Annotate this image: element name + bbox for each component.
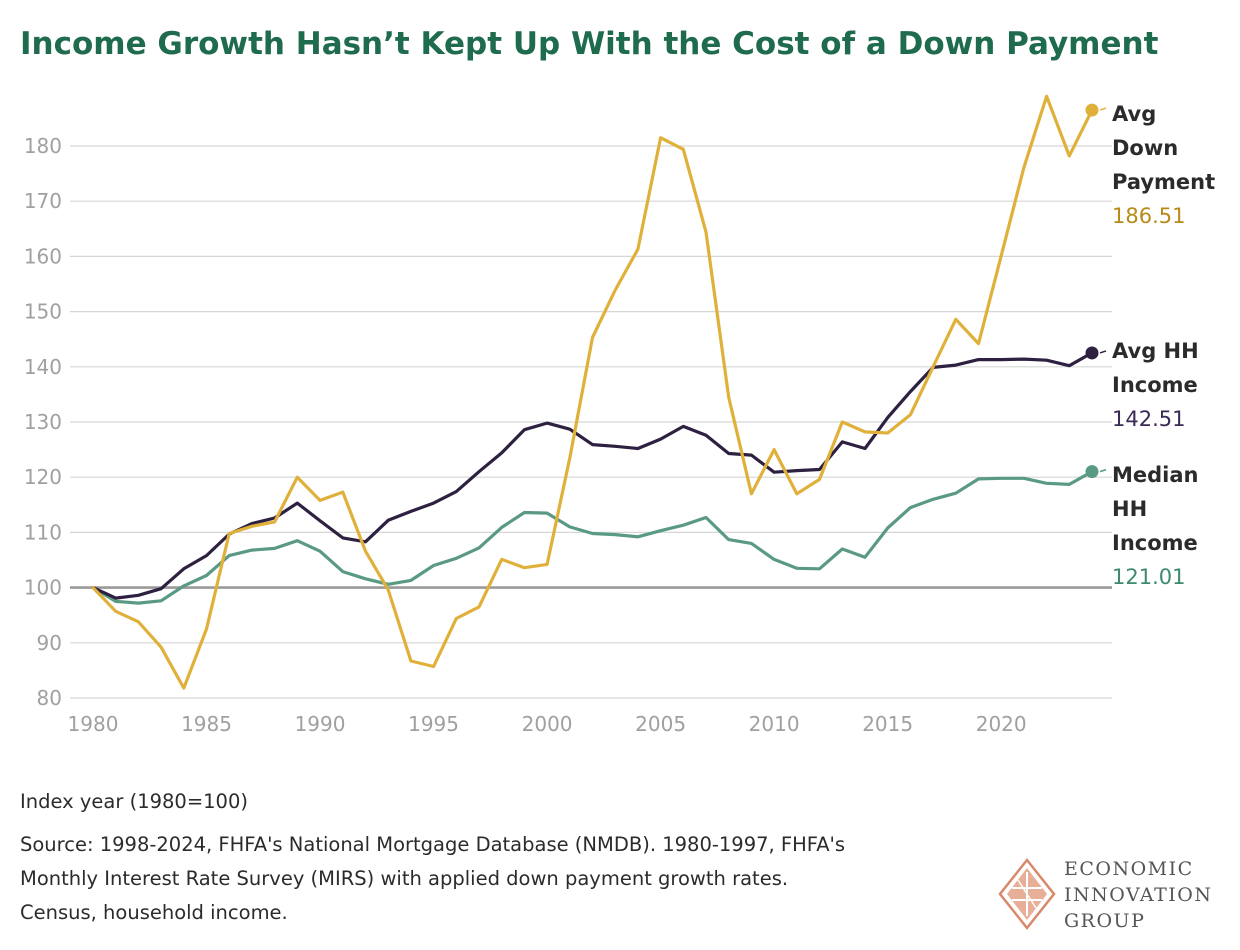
grid-lines xyxy=(70,145,1112,699)
series-name-label: Avg xyxy=(1112,102,1156,126)
x-tick-label: 1980 xyxy=(68,712,119,736)
x-tick-label: 2005 xyxy=(635,712,686,736)
y-tick-label: 90 xyxy=(37,631,62,655)
series-line-avg-down-payment xyxy=(91,94,1094,690)
y-tick-label: 110 xyxy=(24,520,62,544)
series-name-label: HH xyxy=(1112,497,1147,521)
logo-line: INNOVATION xyxy=(1064,884,1213,906)
series-line-avg-hh-income xyxy=(91,351,1094,600)
label-connector xyxy=(1099,350,1107,354)
series-end-marker xyxy=(1085,103,1099,117)
series-name-label: Payment xyxy=(1112,170,1215,194)
source-line: Monthly Interest Rate Survey (MIRS) with… xyxy=(20,867,789,890)
logo-wordmark: ECONOMIC INNOVATION GROUP xyxy=(1064,856,1213,934)
x-tick-label: 1995 xyxy=(408,712,459,736)
y-tick-label: 140 xyxy=(24,355,62,379)
series-name-label: Income xyxy=(1112,531,1198,555)
series-line-median-hh-income xyxy=(91,470,1094,605)
series-lines xyxy=(91,94,1094,690)
source-line: Census, household income. xyxy=(20,901,288,924)
series-end-marker xyxy=(1085,465,1099,479)
series-name-label: Down xyxy=(1112,136,1178,160)
x-tick-label: 2015 xyxy=(862,712,913,736)
series-end-value: 186.51 xyxy=(1112,204,1185,228)
series-end-value: 121.01 xyxy=(1112,565,1185,589)
logo-line: GROUP xyxy=(1064,910,1146,932)
logo-line: ECONOMIC xyxy=(1064,858,1194,880)
series-end-marker xyxy=(1085,346,1099,360)
x-tick-label: 1990 xyxy=(295,712,346,736)
series-name-label: Income xyxy=(1112,373,1198,397)
series-name-label: Median xyxy=(1112,463,1199,487)
series-end-labels: Avg Down Payment 186.51 Avg HH Income 142.51 Me… xyxy=(1085,102,1215,589)
x-tick-label: 2020 xyxy=(976,712,1027,736)
axis-tick-labels: 80 90 100 110 120 130 140 150 160 170 180 1980 1985 1… xyxy=(24,134,1027,736)
series-name-label: Avg HH xyxy=(1112,339,1199,363)
y-tick-label: 150 xyxy=(24,300,62,324)
x-tick-label: 2000 xyxy=(522,712,573,736)
eig-logo: ECONOMIC INNOVATION GROUP xyxy=(998,856,1228,936)
chart-title: Income Growth Hasn’t Kept Up With the Co… xyxy=(20,26,1159,62)
y-tick-label: 130 xyxy=(24,410,62,434)
series-end-value: 142.51 xyxy=(1112,407,1185,431)
source-line: Source: 1998-2024, FHFA's National Mortg… xyxy=(20,833,846,856)
y-tick-label: 160 xyxy=(24,244,62,268)
line-chart: 80 90 100 110 120 130 140 150 160 170 180 1980 1985 1… xyxy=(24,94,1215,736)
index-note: Index year (1980=100) xyxy=(20,790,248,813)
y-tick-label: 80 xyxy=(37,686,62,710)
y-tick-label: 180 xyxy=(24,134,62,158)
label-connector xyxy=(1099,107,1107,111)
y-tick-label: 120 xyxy=(24,465,62,489)
y-tick-label: 100 xyxy=(24,576,62,600)
x-tick-label: 1985 xyxy=(181,712,232,736)
source-note: Source: 1998-2024, FHFA's National Mortg… xyxy=(20,828,980,930)
x-tick-label: 2010 xyxy=(749,712,800,736)
label-connector xyxy=(1099,468,1107,473)
y-tick-label: 170 xyxy=(24,189,62,213)
eig-diamond-logo-icon xyxy=(998,858,1056,930)
